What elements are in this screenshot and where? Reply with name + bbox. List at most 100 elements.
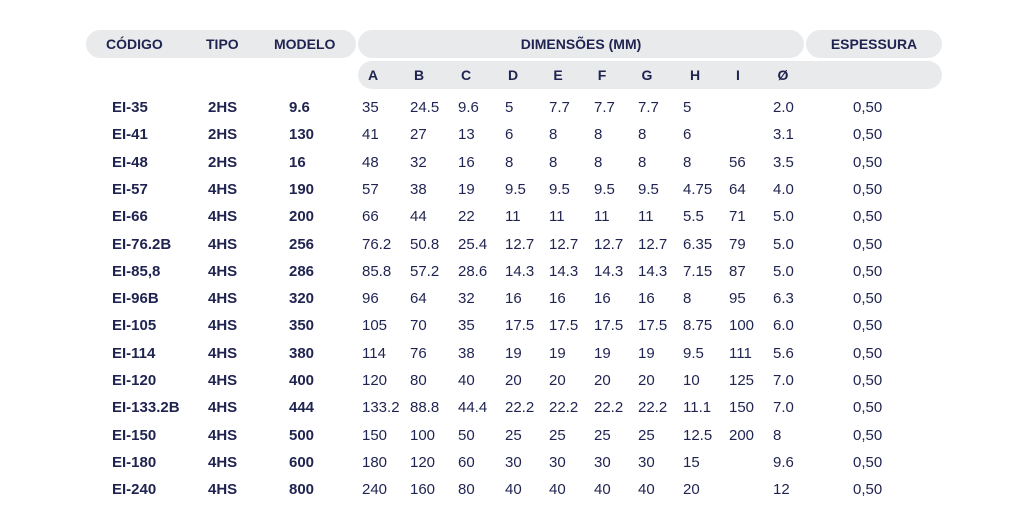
dimension-cell: 100 bbox=[729, 317, 755, 335]
dimension-cell: 19 bbox=[638, 344, 655, 362]
header-left-pill: CÓDIGO TIPO MODELO bbox=[86, 30, 356, 58]
dimension-cell: 150 bbox=[729, 399, 755, 417]
dimension-cell: 120 bbox=[410, 453, 436, 471]
dimension-cell: 7.15 bbox=[683, 262, 713, 280]
dimension-cell: 35 bbox=[362, 99, 379, 116]
dimension-cell: 120 bbox=[362, 372, 388, 389]
dimension-cell: 32 bbox=[458, 290, 475, 308]
dimension-cell: 5.5 bbox=[683, 208, 704, 226]
modelo-cell: 16 bbox=[289, 153, 306, 171]
tipo-cell: 4HS bbox=[208, 180, 238, 198]
dimension-cell: 48 bbox=[362, 153, 379, 171]
dimension-cell: 6 bbox=[683, 126, 692, 144]
dimension-cell: 95 bbox=[729, 290, 746, 308]
dimension-cell: 11 bbox=[638, 208, 654, 226]
dimension-header-0: A bbox=[367, 67, 379, 83]
codigo-cell: EI-35 bbox=[112, 99, 148, 116]
dimension-cell: 8 bbox=[683, 153, 692, 171]
dimension-cell: 64 bbox=[410, 290, 427, 308]
table-row: EI-57 4HS 190 57 38 19 9.5 9.5 9.5 9.5 4.75 64 4.0 0,… bbox=[0, 176, 1024, 203]
codigo-cell: EI-41 bbox=[112, 126, 148, 144]
dimension-cell: 10 bbox=[683, 372, 700, 389]
dimension-header-3: D bbox=[507, 67, 519, 83]
dimension-cell: 8.75 bbox=[683, 317, 713, 335]
espessura-cell: 0,50 bbox=[853, 372, 883, 389]
dimension-cell: 44 bbox=[410, 208, 427, 226]
tipo-cell: 4HS bbox=[208, 453, 238, 471]
dimension-cell: 12.7 bbox=[549, 235, 579, 253]
espessura-cell: 0,50 bbox=[853, 317, 883, 335]
codigo-cell: EI-180 bbox=[112, 453, 157, 471]
modelo-cell: 190 bbox=[289, 180, 315, 198]
dimension-cell: 5.0 bbox=[773, 208, 794, 226]
espessura-cell: 0,50 bbox=[853, 426, 883, 444]
dimension-cell: 11 bbox=[549, 208, 565, 226]
dimension-cell: 11 bbox=[505, 208, 521, 226]
dimension-cell: 38 bbox=[458, 344, 475, 362]
table-row: EI-96B 4HS 320 96 64 32 16 16 16 16 8 95 6.3 0,50 bbox=[0, 285, 1024, 312]
dimension-cell: 80 bbox=[410, 372, 427, 389]
dimension-cell: 20 bbox=[594, 372, 611, 389]
dimension-cell: 8 bbox=[683, 290, 692, 308]
dimension-cell: 30 bbox=[638, 453, 655, 471]
dimension-cell: 11 bbox=[594, 208, 610, 226]
dimension-cell: 8 bbox=[638, 153, 647, 171]
dimension-cell: 60 bbox=[458, 453, 475, 471]
tipo-cell: 4HS bbox=[208, 290, 238, 308]
dimension-cell: 11.1 bbox=[683, 399, 712, 417]
dimension-cell: 88.8 bbox=[410, 399, 440, 417]
dimension-cell: 14.3 bbox=[549, 262, 579, 280]
dimension-cell: 8 bbox=[594, 126, 603, 144]
dimension-cell: 8 bbox=[594, 153, 603, 171]
dimension-cell: 100 bbox=[410, 426, 436, 444]
dimension-cell: 38 bbox=[410, 180, 427, 198]
dimension-cell: 28.6 bbox=[458, 262, 488, 280]
dimension-cell: 4.0 bbox=[773, 180, 794, 198]
dimension-cell: 57.2 bbox=[410, 262, 440, 280]
modelo-cell: 200 bbox=[289, 208, 315, 226]
tipo-cell: 4HS bbox=[208, 372, 238, 389]
modelo-cell: 380 bbox=[289, 344, 315, 362]
modelo-cell: 500 bbox=[289, 426, 315, 444]
dimension-cell: 17.5 bbox=[549, 317, 579, 335]
dimension-cell: 85.8 bbox=[362, 262, 392, 280]
table-row: EI-240 4HS 800 240 160 80 40 40 40 40 20 12 0,50 bbox=[0, 476, 1024, 503]
tipo-cell: 4HS bbox=[208, 208, 238, 226]
dimension-cell: 7.7 bbox=[594, 99, 615, 116]
dimension-header-8: I bbox=[736, 67, 740, 83]
header-codigo: CÓDIGO bbox=[106, 36, 163, 52]
dimension-cell: 19 bbox=[549, 344, 566, 362]
codigo-cell: EI-85,8 bbox=[112, 262, 161, 280]
dimension-cell: 24.5 bbox=[410, 99, 440, 116]
dimension-cell: 20 bbox=[549, 372, 566, 389]
espessura-cell: 0,50 bbox=[853, 481, 883, 499]
codigo-cell: EI-76.2B bbox=[112, 235, 172, 253]
dimension-cell: 71 bbox=[729, 208, 746, 226]
codigo-cell: EI-66 bbox=[112, 208, 148, 226]
dimension-header-2: C bbox=[460, 67, 472, 83]
espessura-cell: 0,50 bbox=[853, 453, 883, 471]
dimension-header-4: E bbox=[553, 67, 563, 83]
dimension-cell: 6.0 bbox=[773, 317, 794, 335]
modelo-cell: 400 bbox=[289, 372, 315, 389]
dimension-cell: 200 bbox=[729, 426, 755, 444]
dimension-cell: 22.2 bbox=[638, 399, 668, 417]
dimension-cell: 9.6 bbox=[458, 99, 479, 116]
dimension-cell: 9.5 bbox=[505, 180, 526, 198]
table-row: EI-35 2HS 9.6 35 24.5 9.6 5 7.7 7.7 7.7 5 2.0 0,50 bbox=[0, 94, 1024, 121]
dimension-cell: 17.5 bbox=[638, 317, 668, 335]
modelo-cell: 600 bbox=[289, 453, 315, 471]
dimension-cell: 14.3 bbox=[594, 262, 624, 280]
dimension-cell: 150 bbox=[362, 426, 388, 444]
espessura-cell: 0,50 bbox=[853, 180, 883, 198]
dimension-cell: 16 bbox=[638, 290, 655, 308]
codigo-cell: EI-96B bbox=[112, 290, 159, 308]
dimension-header-1: B bbox=[413, 67, 425, 83]
espessura-cell: 0,50 bbox=[853, 126, 883, 144]
dimension-cell: 17.5 bbox=[505, 317, 535, 335]
codigo-cell: EI-57 bbox=[112, 180, 148, 198]
dimension-cell: 27 bbox=[410, 126, 427, 144]
dimension-cell: 111 bbox=[729, 344, 752, 362]
modelo-cell: 350 bbox=[289, 317, 315, 335]
dimension-cell: 25 bbox=[549, 426, 566, 444]
